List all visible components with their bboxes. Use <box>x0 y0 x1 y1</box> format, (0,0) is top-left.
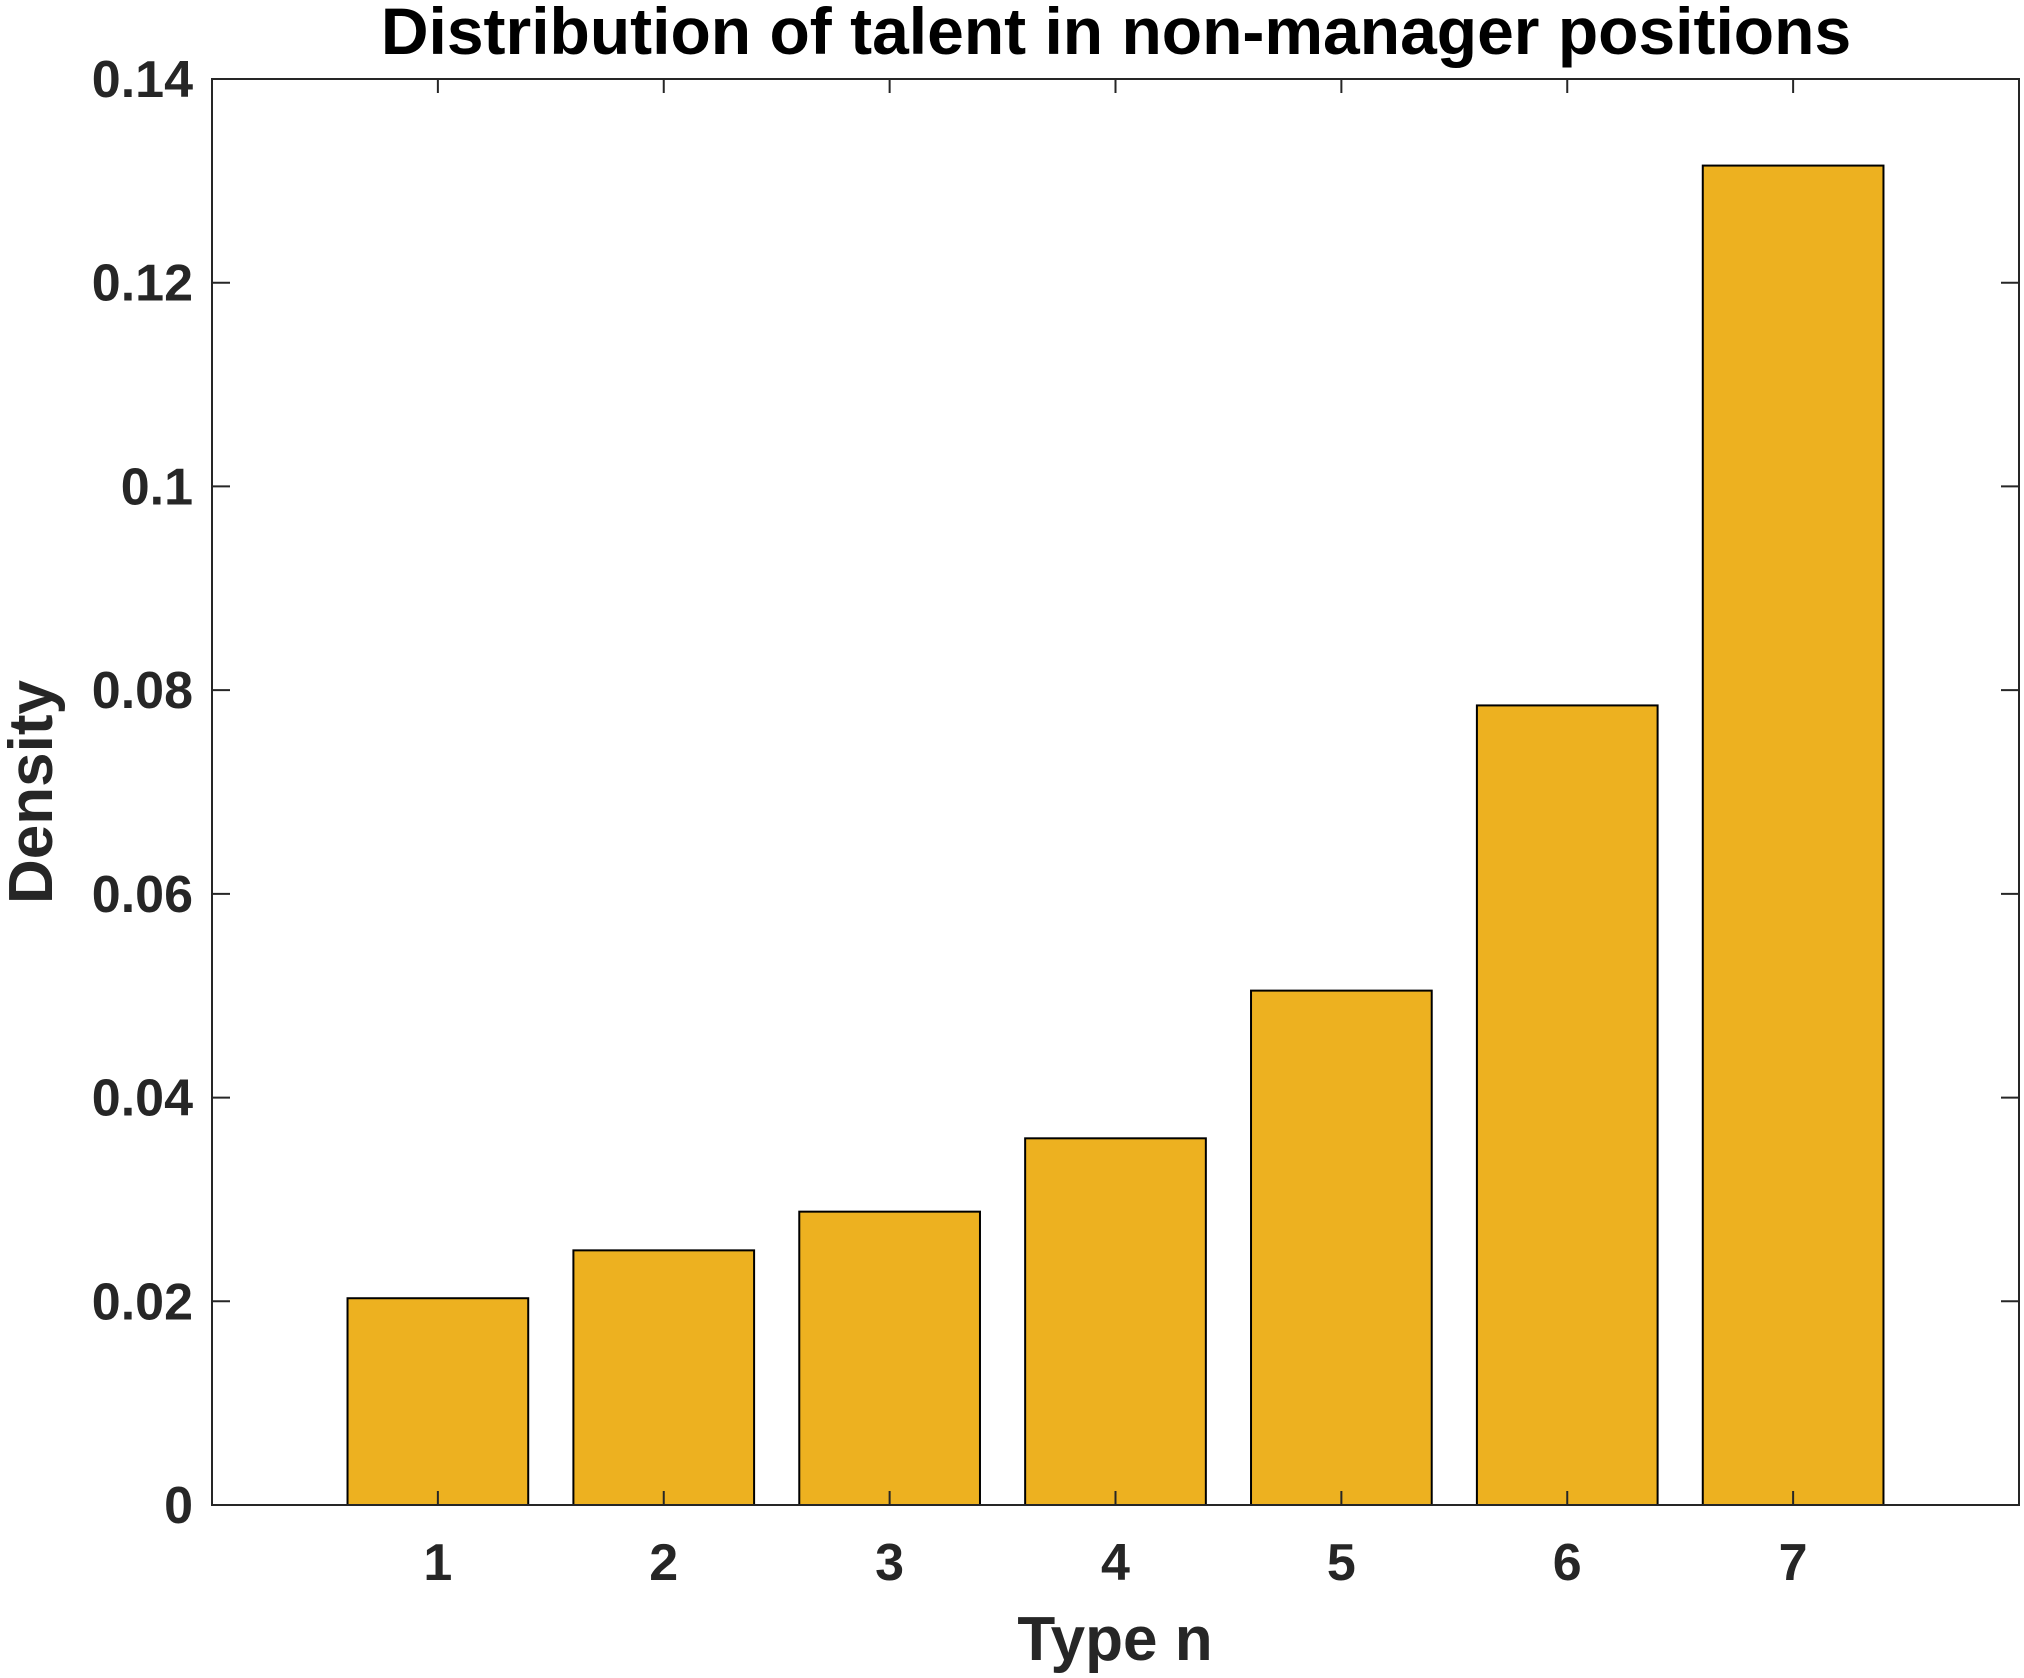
y-tick-label: 0 <box>164 1477 193 1535</box>
x-tick-label: 1 <box>423 1534 452 1592</box>
bar-2 <box>572 1249 756 1507</box>
chart-title: Distribution of talent in non-manager po… <box>381 0 1851 68</box>
y-tick-label: 0.04 <box>92 1070 193 1128</box>
bar-series <box>346 164 1885 1507</box>
x-tick-label: 3 <box>875 1534 904 1592</box>
x-tick-label: 5 <box>1327 1534 1356 1592</box>
x-tick-label: 7 <box>1779 1534 1808 1592</box>
y-tick-label: 0.02 <box>92 1273 193 1331</box>
y-axis-label: Density <box>0 680 66 904</box>
x-tick-label: 2 <box>649 1534 678 1592</box>
y-tick-label: 0.12 <box>92 255 193 313</box>
bar-5 <box>1250 989 1433 1506</box>
bar-1 <box>346 1297 530 1506</box>
bar-7 <box>1701 164 1885 1506</box>
y-tick-label: 0.14 <box>92 51 193 109</box>
y-tick-label: 0.08 <box>92 662 193 720</box>
y-axis-tick-labels: 0 0.02 0.04 0.06 0.08 0.1 0.12 0.14 <box>92 51 193 1535</box>
y-tick-label: 0.1 <box>121 458 193 516</box>
x-axis-tick-labels: 1 2 3 4 5 6 7 <box>423 1534 1807 1592</box>
y-tick-label: 0.06 <box>92 866 193 924</box>
x-tick-label: 6 <box>1553 1534 1582 1592</box>
bar-6 <box>1475 704 1659 1506</box>
bar-3 <box>798 1210 981 1507</box>
bar-4 <box>1024 1137 1207 1507</box>
x-tick-label: 4 <box>1101 1534 1130 1592</box>
x-axis-label: Type n <box>1017 1605 1212 1674</box>
plot-area <box>211 78 2020 1506</box>
